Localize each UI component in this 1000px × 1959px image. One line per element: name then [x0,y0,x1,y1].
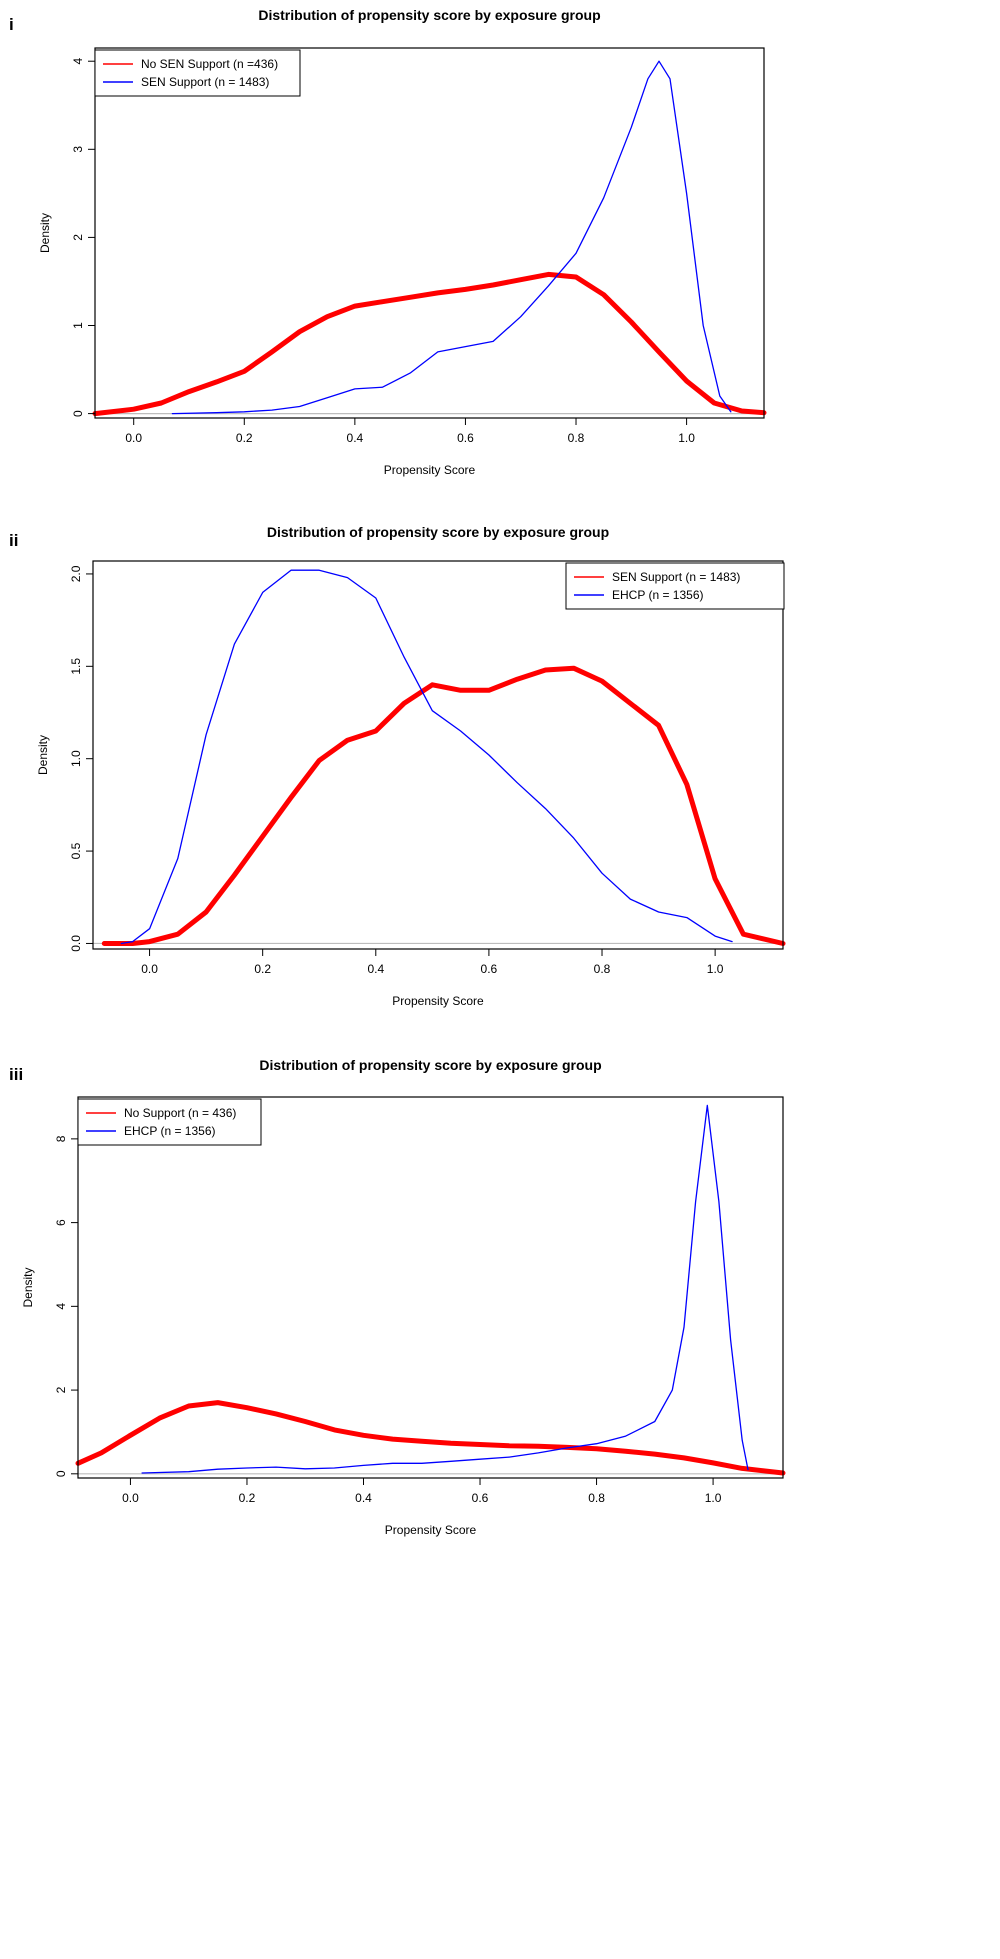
x-axis-label: Propensity Score [384,463,476,477]
legend-entry-1: EHCP (n = 1356) [124,1124,216,1138]
y-tick-label: 2 [71,234,85,241]
legend-entry-1: EHCP (n = 1356) [612,588,704,602]
legend: No Support (n = 436) EHCP (n = 1356) [77,1098,262,1146]
chart-title: Distribution of propensity score by expo… [259,1057,601,1073]
x-tick-label: 0.4 [355,1491,372,1505]
x-tick-label: 0.8 [594,962,611,976]
chart-panel-i: i Distribution of propensity score by exp… [9,7,767,477]
legend-box [565,562,785,610]
chart-title: Distribution of propensity score by expo… [258,7,600,23]
y-tick-label: 0 [54,1470,68,1477]
chart-title: Distribution of propensity score by expo… [267,524,609,540]
y-axis-label: Density [38,213,52,253]
y-tick-label: 2 [54,1386,68,1393]
legend-box [94,49,301,97]
series-line-1 [171,60,732,415]
y-tick-label: 0 [71,410,85,417]
legend-entry-0: SEN Support (n = 1483) [612,570,740,584]
y-tick-label: 8 [54,1135,68,1142]
y-axis-label: Density [36,735,50,775]
y-tick-label: 0.5 [69,842,83,859]
plot-frame [94,47,765,419]
x-tick-label: 0.2 [236,431,253,445]
legend: SEN Support (n = 1483) EHCP (n = 1356) [565,562,785,610]
panel-label: ii [9,531,18,550]
x-tick-label: 0.6 [472,1491,489,1505]
legend-entry-1: SEN Support (n = 1483) [141,75,269,89]
series-line-0 [75,1400,786,1476]
chart-panel-iii: iii Distribution of propensity score by e… [9,1057,786,1537]
x-tick-label: 0.6 [457,431,474,445]
y-tick-label: 3 [71,146,85,153]
series-line-0 [101,665,786,946]
plot-frame [92,560,784,950]
x-tick-label: 0.4 [367,962,384,976]
x-tick-label: 0.8 [588,1491,605,1505]
x-tick-label: 1.0 [678,431,695,445]
x-tick-label: 1.0 [707,962,724,976]
y-tick-label: 1.5 [69,658,83,675]
y-axis-label: Density [21,1267,35,1307]
x-tick-label: 0.0 [125,431,142,445]
y-tick-label: 0.0 [69,935,83,952]
x-axis-label: Propensity Score [385,1523,477,1537]
y-tick-label: 6 [54,1219,68,1226]
series-line-1 [120,569,733,945]
chart-panel-ii: ii Distribution of propensity score by ex… [9,524,786,1008]
x-tick-label: 0.6 [481,962,498,976]
x-tick-label: 0.2 [254,962,271,976]
series-line-1 [141,1104,749,1474]
y-tick-label: 2.0 [69,565,83,582]
x-tick-label: 0.8 [568,431,585,445]
x-tick-label: 0.4 [347,431,364,445]
y-tick-label: 4 [71,58,85,65]
panel-label: i [9,15,14,34]
x-tick-label: 0.0 [141,962,158,976]
legend-entry-0: No Support (n = 436) [124,1106,236,1120]
y-tick-label: 1 [71,322,85,329]
x-tick-label: 0.0 [122,1491,139,1505]
x-tick-label: 1.0 [705,1491,722,1505]
legend: No SEN Support (n =436) SEN Support (n = … [94,49,301,97]
panel-label: iii [9,1065,23,1084]
x-axis-label: Propensity Score [392,994,484,1008]
legend-box [77,1098,262,1146]
series-line-0 [92,271,767,417]
y-tick-label: 4 [54,1303,68,1310]
x-tick-label: 0.2 [239,1491,256,1505]
legend-entry-0: No SEN Support (n =436) [141,57,278,71]
y-tick-label: 1.0 [69,750,83,767]
plot-frame [77,1096,784,1479]
